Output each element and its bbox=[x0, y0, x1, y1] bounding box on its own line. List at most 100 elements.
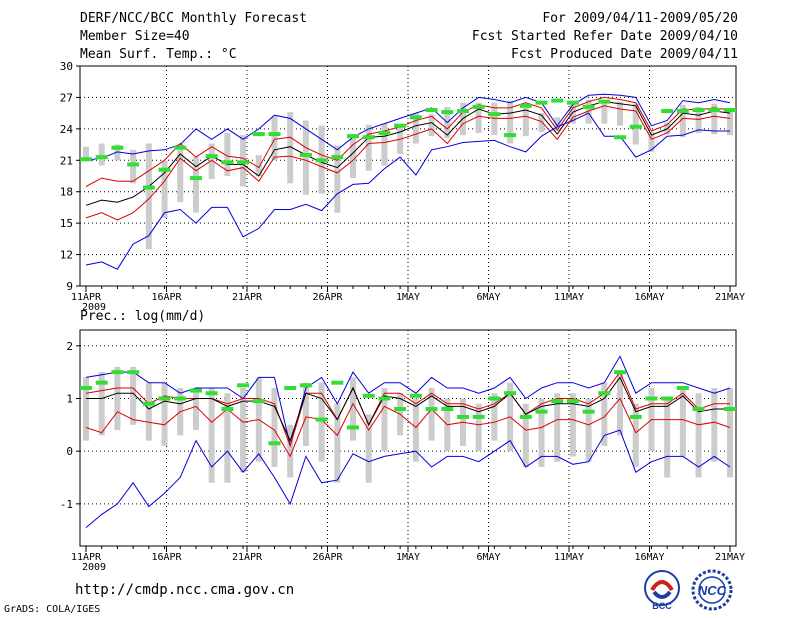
prec-ensemble-bar bbox=[491, 393, 498, 441]
prec-observed-marker bbox=[598, 391, 611, 396]
temp-ensemble-bar bbox=[727, 107, 733, 136]
prec-observed-marker bbox=[127, 370, 140, 375]
prec-observed-marker bbox=[189, 388, 202, 393]
prec-observed-marker bbox=[315, 417, 328, 422]
prec-observed-marker bbox=[409, 393, 422, 398]
prec-observed-marker bbox=[629, 414, 642, 419]
prec-xtick-label: 11MAY bbox=[554, 552, 584, 563]
source-url[interactable]: http://cmdp.ncc.cma.gov.cn bbox=[75, 582, 295, 598]
prec-observed-marker bbox=[582, 409, 595, 414]
prec-observed-marker bbox=[676, 385, 689, 390]
temp-ensemble-bar bbox=[177, 149, 184, 203]
prec-observed-marker bbox=[394, 407, 407, 412]
temp-ensemble-bar bbox=[617, 101, 624, 126]
temp-ytick-label: 15 bbox=[60, 217, 73, 230]
temp-observed-marker bbox=[409, 115, 422, 120]
bcc-logo: BCC bbox=[644, 570, 680, 611]
prec-ensemble-bar bbox=[664, 398, 671, 478]
prec-ensemble-bar bbox=[271, 387, 278, 467]
temp-observed-marker bbox=[315, 158, 328, 163]
temp-ytick-label: 18 bbox=[60, 186, 73, 199]
temp-observed-marker bbox=[425, 108, 438, 112]
temp-upper-line bbox=[85, 96, 731, 187]
temp-ensemble-bar bbox=[475, 102, 482, 134]
prec-observed-marker bbox=[488, 396, 501, 401]
temp-observed-marker bbox=[519, 103, 532, 108]
temp-observed-marker bbox=[80, 157, 92, 162]
temp-year-label: 2009 bbox=[82, 302, 106, 313]
prec-ensemble-bar bbox=[240, 387, 247, 473]
prec-ensemble-bar bbox=[475, 403, 482, 452]
temp-min-line bbox=[85, 112, 730, 270]
temp-ensemble-bar bbox=[585, 99, 592, 124]
prec-observed-marker bbox=[425, 407, 438, 412]
prec-ensemble-bar bbox=[428, 387, 435, 441]
temp-ensemble-bar bbox=[161, 160, 168, 218]
prec-observed-marker bbox=[299, 383, 312, 388]
temp-observed-marker bbox=[95, 155, 108, 160]
svg-text:BCC: BCC bbox=[652, 601, 672, 611]
temp-ensemble-bar bbox=[601, 100, 608, 124]
temp-ytick-label: 12 bbox=[60, 249, 73, 262]
fcst-started-date: Fcst Started Refer Date 2009/04/10 bbox=[471, 29, 738, 44]
prec-observed-marker bbox=[158, 396, 171, 401]
temp-observed-marker bbox=[111, 145, 124, 150]
temp-observed-marker bbox=[708, 108, 721, 112]
temp-lower-line bbox=[85, 105, 731, 221]
prec-lower-line bbox=[85, 397, 731, 458]
temp-observed-marker bbox=[488, 112, 501, 117]
prec-min-line bbox=[85, 429, 731, 528]
prec-ensemble-bar bbox=[695, 393, 702, 478]
temp-xtick-label: 21MAY bbox=[715, 292, 745, 303]
temp-ensemble-bar bbox=[695, 106, 702, 134]
ncc-logo: NCC bbox=[691, 569, 733, 611]
temp-ensemble-bar bbox=[554, 117, 561, 131]
temp-max-line bbox=[85, 93, 731, 161]
prec-observed-marker bbox=[535, 409, 548, 414]
temp-observed-marker bbox=[676, 109, 689, 114]
prec-ensemble-bar bbox=[601, 382, 608, 446]
temp-xtick-label: 16APR bbox=[151, 292, 182, 303]
prec-ensemble-bar bbox=[350, 377, 357, 441]
prec-observed-marker bbox=[692, 407, 705, 412]
temp-xtick-label: 6MAY bbox=[476, 292, 500, 303]
prec-ensemble-bar bbox=[381, 387, 388, 452]
temp-ensemble-bar bbox=[334, 145, 341, 213]
variable-label: Mean Surf. Temp.: °C bbox=[80, 47, 237, 62]
temp-observed-marker bbox=[299, 153, 312, 158]
prec-ensemble-bar bbox=[412, 398, 419, 462]
temp-ensemble-bar bbox=[287, 112, 294, 184]
prec-observed-marker bbox=[174, 396, 187, 401]
temp-observed-marker bbox=[629, 124, 642, 129]
temp-observed-marker bbox=[362, 135, 375, 140]
prec-observed-marker bbox=[221, 407, 234, 412]
prec-ensemble-bar bbox=[538, 398, 545, 467]
temp-observed-marker bbox=[378, 131, 391, 136]
prec-observed-marker bbox=[331, 380, 344, 385]
prec-ensemble-bar bbox=[585, 398, 592, 462]
prec-observed-marker bbox=[95, 380, 108, 385]
temp-observed-marker bbox=[692, 108, 705, 112]
member-size: Member Size=40 bbox=[80, 29, 190, 44]
prec-observed-marker bbox=[614, 370, 627, 375]
temp-ensemble-bar bbox=[145, 143, 152, 250]
temp-observed-marker bbox=[174, 145, 187, 150]
temp-observed-marker bbox=[582, 104, 595, 109]
temp-ensemble-bar bbox=[412, 113, 419, 144]
temp-ytick-label: 9 bbox=[66, 280, 73, 293]
temp-observed-marker bbox=[268, 132, 281, 137]
temp-ensemble-bar bbox=[381, 123, 388, 166]
temp-observed-marker bbox=[331, 155, 344, 160]
temp-observed-marker bbox=[142, 185, 155, 190]
prec-xtick-label: 21MAY bbox=[715, 552, 745, 563]
prec-xtick-label: 16APR bbox=[151, 552, 182, 563]
temp-observed-marker bbox=[472, 104, 485, 109]
temp-ytick-label: 30 bbox=[60, 60, 73, 73]
prec-observed-marker bbox=[252, 399, 265, 404]
temp-ytick-label: 24 bbox=[60, 123, 74, 136]
prec-ensemble-bar bbox=[192, 387, 199, 431]
prec-ensemble-bar bbox=[727, 387, 733, 478]
prec-observed-marker bbox=[519, 414, 532, 419]
temp-mean-line bbox=[85, 101, 731, 206]
